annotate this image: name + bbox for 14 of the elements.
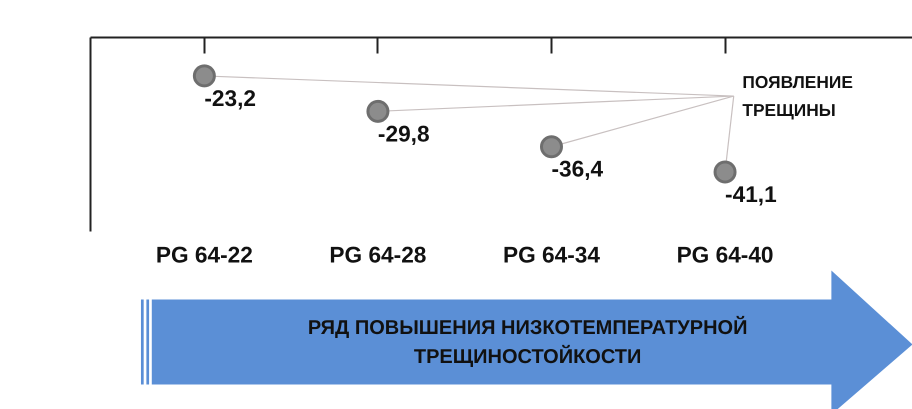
x-tick-label: PG 64-40: [676, 242, 774, 268]
point: [540, 135, 563, 158]
text: РЯД ПОВЫШЕНИЯ НИЗКОТЕМПЕРАТУРНОЙ ТРЕЩИНОСТОЙКОСТИ: [308, 315, 748, 368]
point: [192, 64, 216, 88]
x-tick-label: PG 64-22: [156, 242, 253, 268]
data-label: -41,1: [725, 180, 777, 207]
point: [714, 160, 737, 184]
x-tick-label: PG 64-34: [503, 242, 600, 268]
data-label: -29,8: [378, 120, 430, 146]
data-label: -23,2: [204, 84, 256, 111]
point: [366, 100, 390, 123]
data-label: -36,4: [551, 156, 604, 182]
x-tick-label: PG 64-28: [329, 242, 426, 268]
annotation: ПОЯВЛЕНИЕ ТРЕЩИНЫ: [742, 72, 853, 120]
